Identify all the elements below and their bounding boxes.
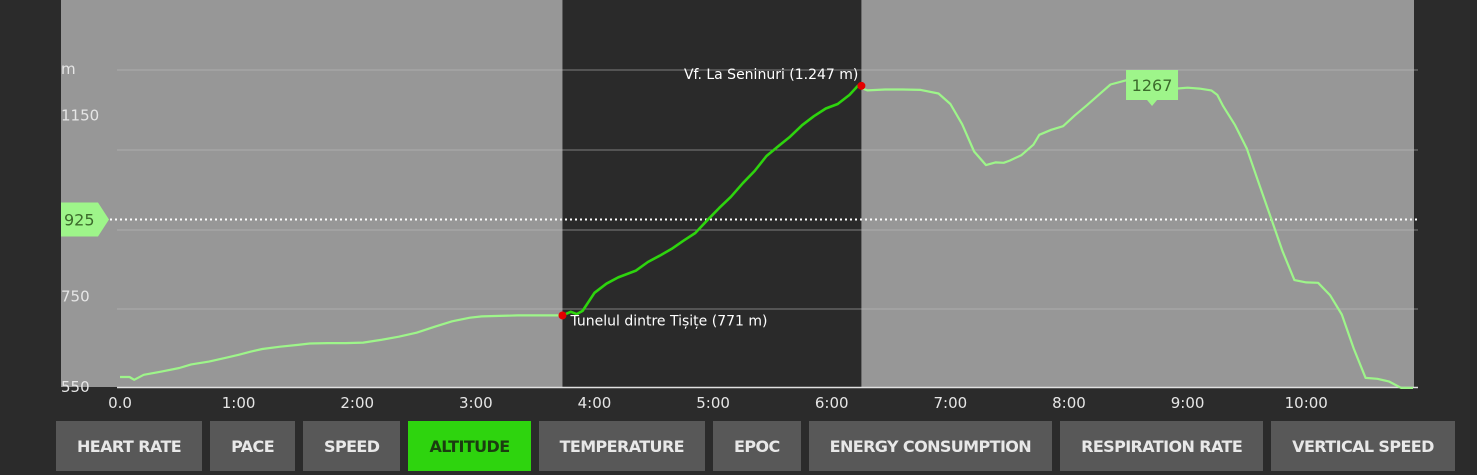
x-tick-label: 5:00 <box>696 394 730 412</box>
x-tick-label: 1:00 <box>222 394 256 412</box>
y-unit-label: m <box>61 60 76 78</box>
tab-temperature[interactable]: TEMPERATURE <box>538 421 706 471</box>
average-badge <box>61 202 109 237</box>
x-tick-label: 10:00 <box>1285 394 1328 412</box>
series-line-highlight <box>561 84 863 317</box>
x-tick-label: 0.0 <box>108 394 132 412</box>
tab-vertical-speed[interactable]: VERTICAL SPEED <box>1271 421 1455 471</box>
altitude-chart: 550 750 1150 m 0.0 1:00 2:00 3:00 4:00 5:00 6:00… <box>61 0 1418 412</box>
x-tick-label: 8:00 <box>1052 394 1086 412</box>
tab-respiration-rate[interactable]: RESPIRATION RATE <box>1060 421 1264 471</box>
tab-pace[interactable]: PACE <box>210 421 296 471</box>
max-badge-box <box>1126 70 1179 100</box>
tab-heart-rate[interactable]: HEART RATE <box>56 421 203 471</box>
tab-speed[interactable]: SPEED <box>303 421 401 471</box>
metric-tabs: HEART RATE PACE SPEED ALTITUDE TEMPERATU… <box>56 421 1455 471</box>
highlight-region <box>562 0 862 387</box>
annotation-marker <box>857 81 866 90</box>
x-tick-label: 6:00 <box>815 394 849 412</box>
y-tick-label: 750 <box>61 287 90 305</box>
annotation-marker <box>558 311 567 320</box>
x-tick-label: 9:00 <box>1171 394 1205 412</box>
x-tick-label: 4:00 <box>578 394 612 412</box>
x-tick-label: 3:00 <box>459 394 493 412</box>
tab-epoc[interactable]: EPOC <box>713 421 801 471</box>
max-badge-label: 1267 <box>1132 76 1173 95</box>
average-label: 925 <box>64 210 95 229</box>
y-tick-label: 1150 <box>61 106 99 124</box>
y-tick-label: 550 <box>61 378 90 396</box>
tab-energy-consumption[interactable]: ENERGY CONSUMPTION <box>808 421 1053 471</box>
x-tick-label: 7:00 <box>934 394 968 412</box>
series-line-before <box>120 314 563 381</box>
tab-altitude[interactable]: ALTITUDE <box>408 421 531 471</box>
max-badge-pointer <box>1147 100 1158 106</box>
annotation-label: Tunelul dintre Tișițe (771 m) <box>569 313 767 329</box>
max-badge: 1267 <box>1126 70 1179 106</box>
annotation-label: Vf. La Seninuri (1.247 m) <box>684 67 858 83</box>
x-tick-label: 2:00 <box>340 394 374 412</box>
